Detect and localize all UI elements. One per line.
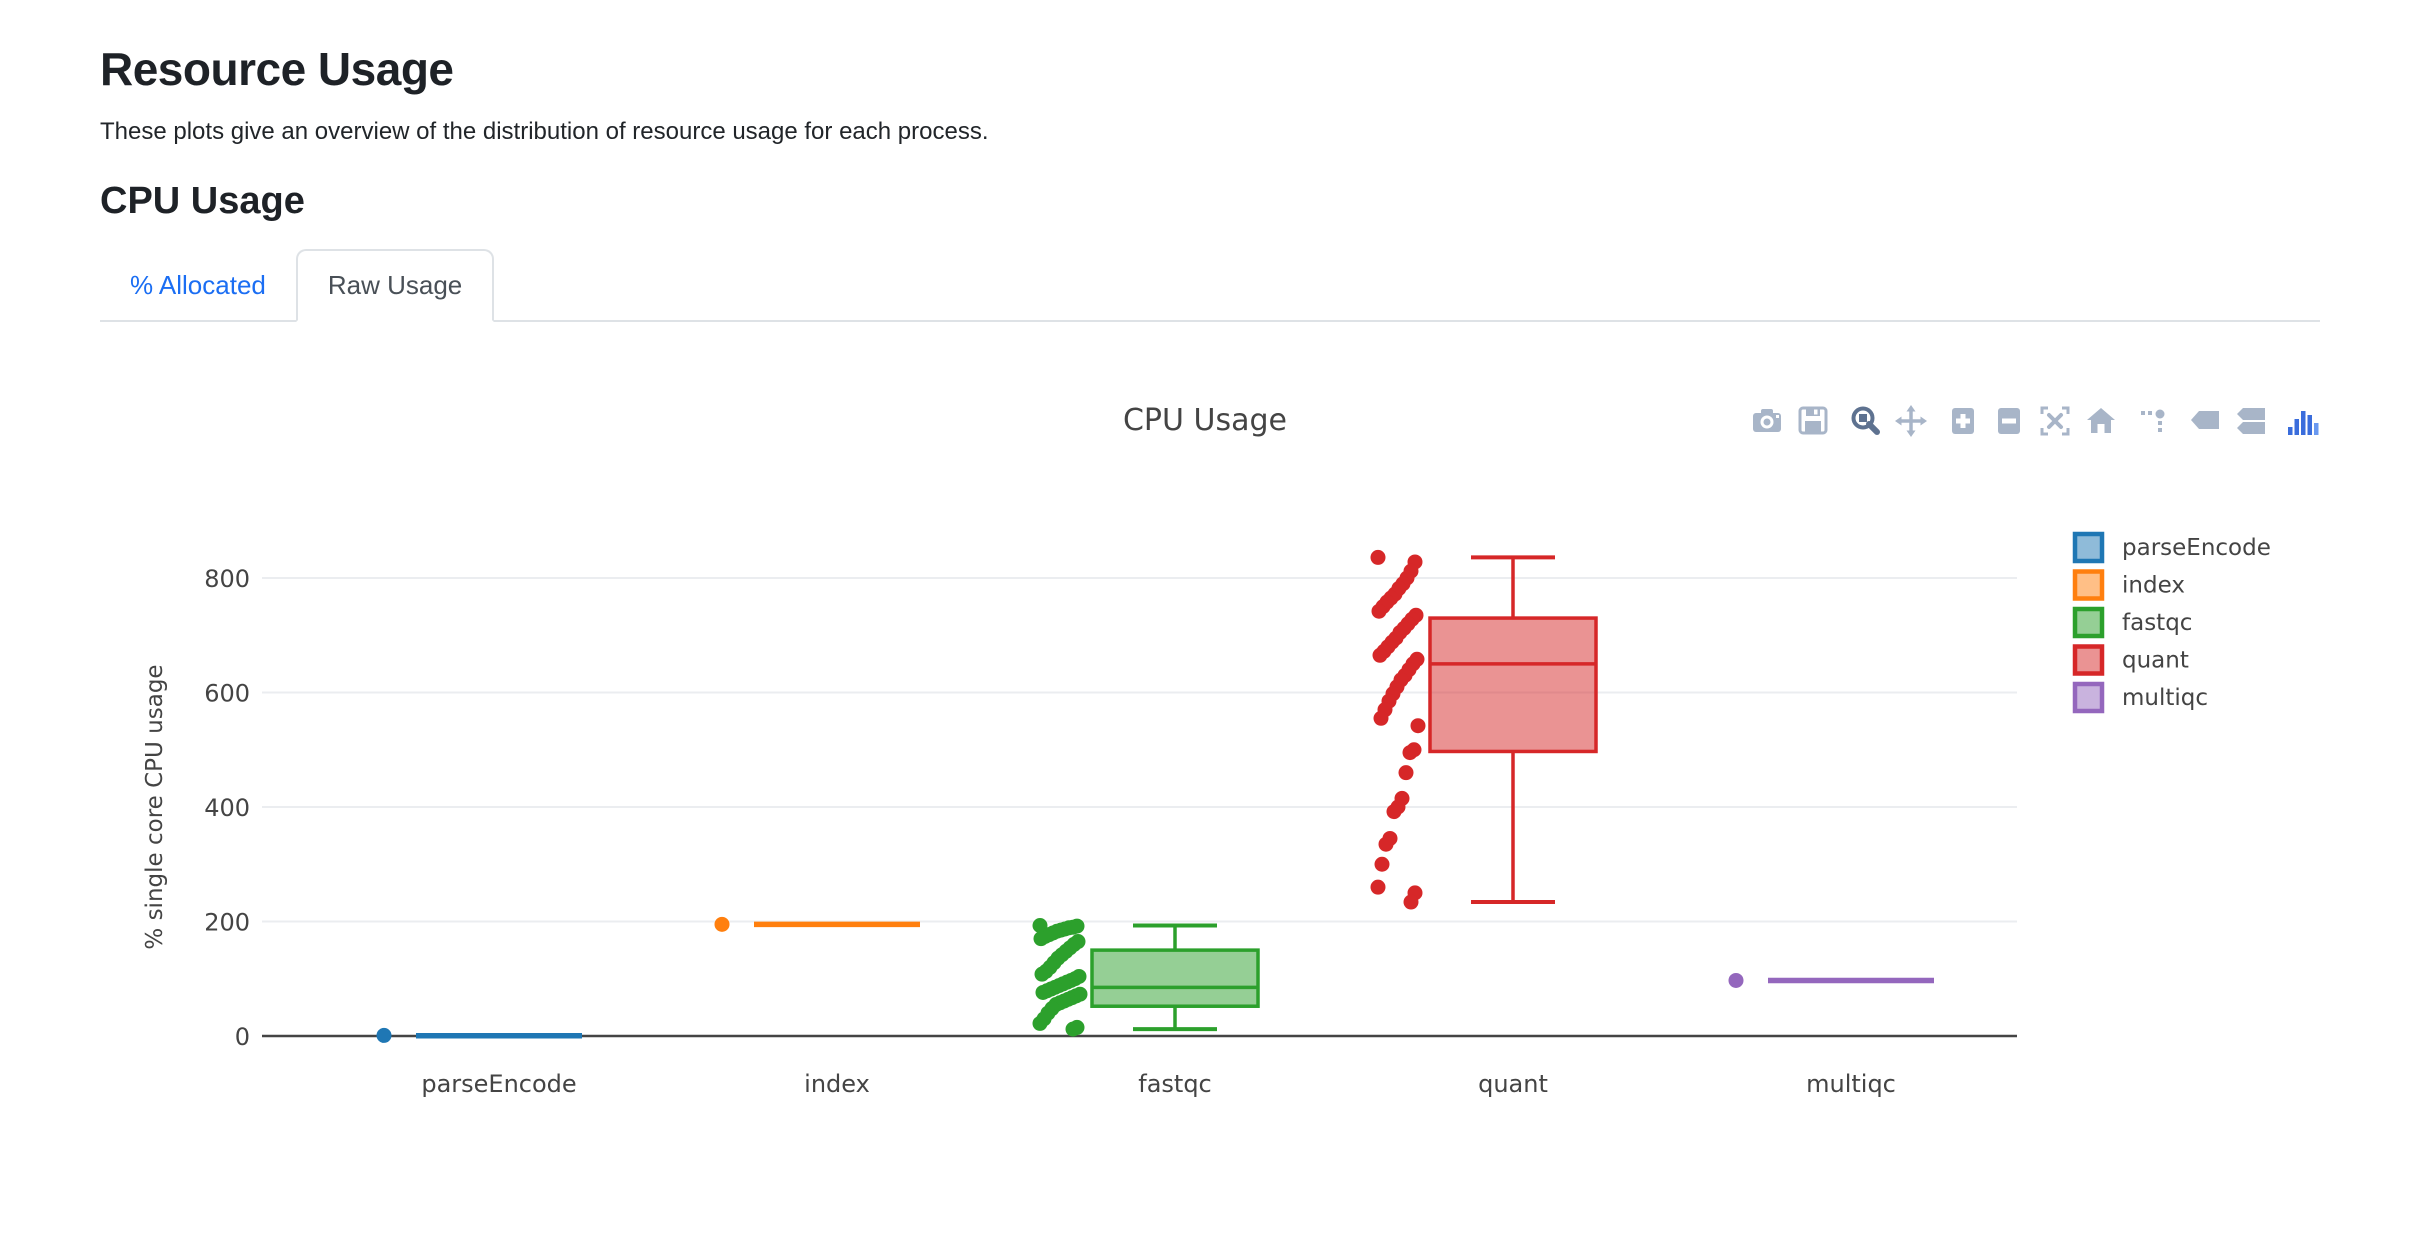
cpu-usage-box-plot: CPU Usage 0 200 400 600 800 % single core CPU … xyxy=(100,392,2320,1132)
x-tick-label-multiqc: multiqc xyxy=(1806,1070,1896,1098)
cpu-usage-tabs: % Allocated Raw Usage xyxy=(100,249,2320,322)
box-quant[interactable] xyxy=(1428,555,1598,905)
y-axis-title: % single core CPU usage xyxy=(142,664,168,949)
legend-label-multiqc: multiqc xyxy=(2122,685,2208,711)
modebar-group xyxy=(1750,406,1830,436)
plotly-logo-icon[interactable] xyxy=(2286,406,2320,436)
y-tick-label: 600 xyxy=(204,680,250,708)
y-tick-label: 400 xyxy=(204,794,250,822)
points-multiqc[interactable] xyxy=(1728,972,1744,988)
legend-swatch-multiqc xyxy=(2072,681,2105,714)
legend-label-quant: quant xyxy=(2122,648,2189,674)
y-tick-label: 0 xyxy=(235,1023,250,1051)
modebar-group xyxy=(1848,405,1928,437)
tab-raw-usage[interactable]: Raw Usage xyxy=(295,249,495,322)
points-quant[interactable] xyxy=(1370,549,1426,910)
chart-title: CPU Usage xyxy=(1123,403,1287,438)
section-heading-cpu-usage: CPU Usage xyxy=(100,180,305,222)
page-subtitle: These plots give an overview of the dist… xyxy=(100,118,989,145)
zoom-out-icon[interactable] xyxy=(1992,406,2026,436)
reset-axes-icon[interactable] xyxy=(2084,406,2118,436)
x-tick-label-fastqc: fastqc xyxy=(1138,1070,1212,1098)
legend-item-index[interactable]: index xyxy=(2072,569,2185,601)
tab-percent-allocated[interactable]: % Allocated xyxy=(130,270,266,300)
zoom-in-icon[interactable] xyxy=(1946,406,1980,436)
legend-item-parseEncode[interactable]: parseEncode xyxy=(2072,531,2271,564)
plotly-modebar xyxy=(1732,405,2320,437)
points-index[interactable] xyxy=(714,916,730,932)
modebar-group xyxy=(1946,406,2118,436)
box-fastqc[interactable] xyxy=(1090,923,1260,1032)
cpu-usage-chart-card: CPU Usage 0 200 400 600 800 % single core CPU … xyxy=(100,392,2320,1132)
x-tick-label-quant: quant xyxy=(1478,1070,1548,1098)
hover-compare-icon[interactable] xyxy=(2234,406,2268,436)
legend-label-fastqc: fastqc xyxy=(2122,610,2192,636)
modebar-group xyxy=(2286,406,2320,436)
modebar-group xyxy=(2188,406,2268,436)
legend-swatch-quant xyxy=(2072,644,2105,676)
modebar-group xyxy=(2136,406,2170,436)
report-page: Resource Usage These plots give an overv… xyxy=(100,43,2320,1132)
legend-swatch-fastqc xyxy=(2072,606,2105,639)
camera-icon[interactable] xyxy=(1750,406,1784,436)
x-tick-label-index: index xyxy=(804,1070,870,1098)
y-tick-label: 800 xyxy=(204,565,250,593)
hover-closest-icon[interactable] xyxy=(2188,406,2222,436)
legend-item-fastqc[interactable]: fastqc xyxy=(2072,606,2192,639)
save-icon[interactable] xyxy=(1796,406,1830,436)
legend-swatch-index xyxy=(2072,569,2105,601)
x-tick-label-parseEncode: parseEncode xyxy=(421,1070,576,1098)
page-title: Resource Usage xyxy=(100,43,454,95)
legend-swatch-parseEncode xyxy=(2072,531,2105,564)
autoscale-icon[interactable] xyxy=(2038,406,2072,436)
chart-svg: CPU Usage 0 200 400 600 800 % single core CPU … xyxy=(142,403,2271,1098)
legend-label-index: index xyxy=(2122,573,2185,599)
points-fastqc[interactable] xyxy=(1032,918,1088,1037)
y-tick-label: 200 xyxy=(204,909,250,937)
spikelines-icon[interactable] xyxy=(2136,406,2170,436)
pan-icon[interactable] xyxy=(1894,405,1928,437)
points-parseEncode[interactable] xyxy=(376,1027,392,1043)
zoom-icon[interactable] xyxy=(1848,406,1882,436)
legend-item-multiqc[interactable]: multiqc xyxy=(2072,681,2208,714)
legend-item-quant[interactable]: quant xyxy=(2072,644,2189,676)
legend-label-parseEncode: parseEncode xyxy=(2122,535,2271,561)
